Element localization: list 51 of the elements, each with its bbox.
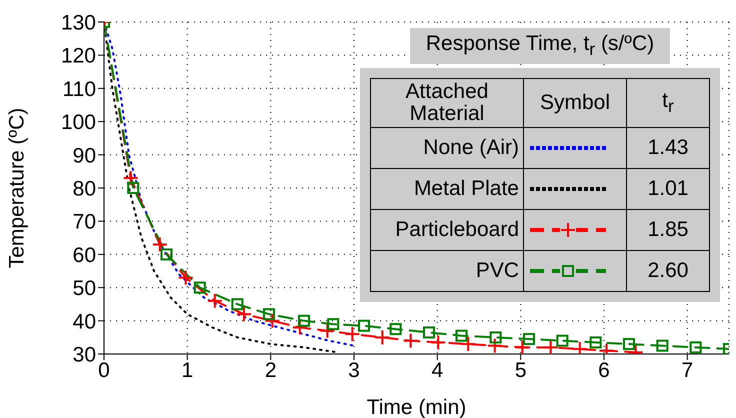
point [690, 341, 702, 354]
point [358, 320, 370, 332]
x-tick-label: 7 [681, 358, 694, 382]
x-axis-title: Time (min) [366, 396, 466, 418]
point [298, 314, 310, 327]
annotation: Symbol [524, 78, 626, 128]
y-tick-label: 40 [72, 310, 96, 334]
annotation: 1.43 [626, 128, 710, 169]
y-tick-label: 100 [60, 111, 96, 134]
legend-label: Particleboard [370, 210, 524, 251]
x-tick-label: 3 [348, 358, 360, 382]
point [263, 308, 275, 320]
point [127, 182, 140, 194]
y-tick-label: 60 [72, 244, 96, 267]
annotation: 1.01 [626, 168, 710, 210]
point [390, 323, 402, 336]
y-tick-label: 110 [62, 78, 96, 101]
y-tick-label: 50 [72, 277, 96, 300]
point [423, 326, 435, 338]
point [490, 331, 502, 344]
y-tick-label: 90 [72, 144, 96, 168]
point [656, 340, 668, 352]
annotation: t$_{r}$ [626, 78, 710, 128]
y-tick-label: 70 [72, 210, 96, 234]
annotation: Attached Material [370, 78, 524, 128]
legend-label: Metal Plate [370, 168, 524, 210]
x-tick-label: 4 [431, 358, 444, 382]
point [590, 336, 602, 348]
point [523, 333, 535, 346]
point [160, 248, 172, 260]
x-tick-label: 2 [264, 358, 277, 382]
legend-label: PVC [370, 250, 524, 292]
x-tick-label: 6 [598, 358, 610, 382]
y-tick-label: 30 [72, 343, 96, 366]
point [623, 338, 635, 350]
legend-label: None (Air) [370, 128, 524, 169]
x-tick-label: 5 [514, 358, 527, 382]
point [456, 330, 468, 342]
annotation: 2.60 [626, 250, 710, 292]
legend-title: Response Time, t$_{r}$ (s/ºC) [410, 28, 670, 64]
y-axis-title: Temperature (ºC) [5, 108, 28, 268]
y-tick-label: 130 [60, 11, 96, 34]
y-tick-label: 80 [72, 177, 96, 200]
point [327, 318, 340, 330]
annotation: 1.85 [626, 210, 710, 251]
x-tick-label: 1 [181, 358, 194, 382]
y-tick-label: 120 [60, 44, 96, 68]
point [194, 282, 206, 294]
x-tick-label: 0 [98, 358, 110, 382]
point [231, 298, 244, 310]
point [556, 334, 568, 347]
